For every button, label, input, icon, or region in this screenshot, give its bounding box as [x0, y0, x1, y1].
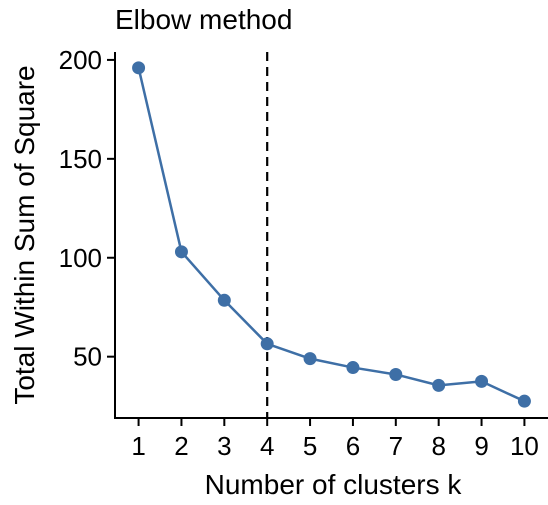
data-point	[432, 378, 446, 392]
data-point	[217, 293, 231, 307]
x-tick-label: 2	[174, 431, 188, 461]
data-point	[260, 337, 274, 351]
x-axis-title: Number of clusters k	[205, 469, 463, 500]
x-tick-label: 3	[217, 431, 231, 461]
data-point	[517, 394, 531, 408]
data-point	[346, 361, 360, 375]
y-axis-title: Total Within Sum of Square	[9, 65, 40, 404]
x-tick-label: 5	[303, 431, 317, 461]
chart-title: Elbow method	[115, 4, 292, 35]
data-point	[132, 61, 146, 75]
x-tick-label: 6	[346, 431, 360, 461]
data-point	[389, 367, 403, 381]
data-point	[475, 374, 489, 388]
x-tick-label: 4	[260, 431, 274, 461]
x-tick-label: 8	[431, 431, 445, 461]
y-tick-label: 200	[59, 45, 102, 75]
y-axis-ticks: 50 100 150 200	[59, 45, 115, 372]
data-point	[303, 352, 317, 366]
y-tick-label: 100	[59, 243, 102, 273]
x-tick-label: 7	[389, 431, 403, 461]
x-axis-ticks: 1 2 3 4 5 6 7 8 9 10	[131, 418, 539, 461]
data-point	[174, 245, 188, 259]
x-tick-label: 10	[510, 431, 539, 461]
y-tick-label: 50	[73, 342, 102, 372]
x-tick-label: 1	[131, 431, 145, 461]
x-tick-label: 9	[474, 431, 488, 461]
series-line	[137, 67, 525, 403]
plot-area	[132, 52, 531, 418]
y-tick-label: 150	[59, 144, 102, 174]
